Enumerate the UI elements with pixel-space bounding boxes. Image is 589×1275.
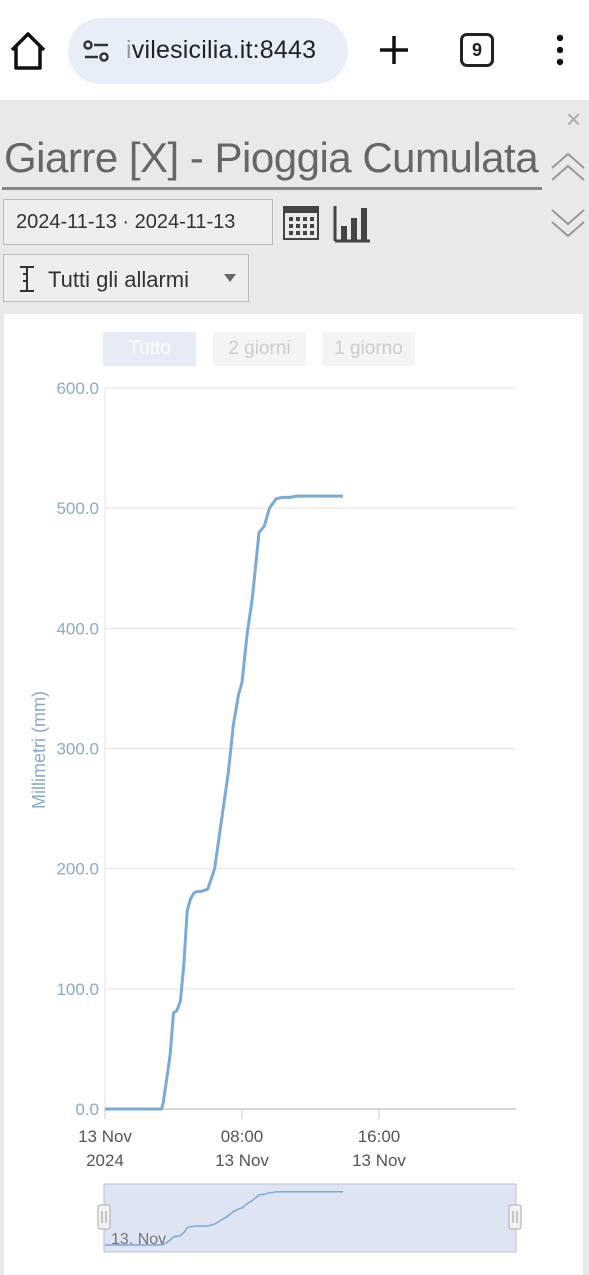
navigator-window[interactable]	[103, 1183, 517, 1253]
y-tick-label: 100.0	[56, 980, 99, 999]
tab-switcher-button[interactable]: 9	[460, 33, 494, 67]
title-underline	[2, 187, 542, 190]
y-axis-ticks: 0.0 100.0 200.0 300.0 400.0 500.0 600.0	[56, 379, 99, 1119]
navigator-date-label: 13. Nov	[111, 1231, 166, 1248]
y-tick-label: 0.0	[75, 1100, 99, 1119]
chart-grid	[104, 387, 516, 1110]
zoom-button-all[interactable]: Tutto	[103, 332, 196, 366]
close-panel-button[interactable]: ×	[566, 104, 582, 134]
x-tick-label: 13 Nov	[352, 1151, 406, 1170]
chart-card	[4, 314, 583, 1275]
site-settings-icon[interactable]	[82, 36, 112, 66]
url-faded-char: i	[126, 36, 132, 64]
navigator-series-line	[105, 1190, 343, 1246]
browser-toolbar: ivilesicilia.it:8443 9	[0, 0, 589, 100]
url-domain: vilesicilia.it:8443	[131, 36, 317, 64]
chevron-down-icon[interactable]	[548, 204, 588, 240]
y-tick-label: 300.0	[56, 740, 99, 759]
dropdown-caret-icon	[224, 274, 236, 282]
rainfall-series-line	[105, 494, 343, 1111]
url-text: ivilesicilia.it:8443	[126, 36, 316, 65]
zoom-button-2-days[interactable]: 2 giorni	[213, 332, 306, 366]
x-tick-label: 13 Nov	[78, 1127, 132, 1146]
home-icon[interactable]	[8, 28, 48, 72]
navigator-left-handle[interactable]	[97, 1204, 111, 1230]
y-tick-label: 500.0	[56, 499, 99, 518]
zoom-button-1-day[interactable]: 1 giorno	[322, 332, 415, 366]
x-tick-label: 2024	[86, 1151, 124, 1170]
range-marker-icon	[20, 266, 34, 292]
navigator-right-handle[interactable]	[508, 1204, 522, 1230]
x-tick-label: 08:00	[221, 1127, 264, 1146]
y-tick-label: 600.0	[56, 379, 99, 398]
x-tick-label: 13 Nov	[215, 1151, 269, 1170]
y-tick-label: 200.0	[56, 860, 99, 879]
new-tab-icon[interactable]	[374, 30, 414, 70]
alarm-filter-select[interactable]: Tutti gli allarmi	[3, 254, 249, 302]
y-axis-label: Millimetri (mm)	[29, 691, 49, 809]
bar-chart-icon[interactable]	[332, 204, 372, 244]
more-menu-icon[interactable]	[552, 30, 568, 70]
x-tick-label: 16:00	[358, 1127, 401, 1146]
address-bar[interactable]: ivilesicilia.it:8443	[68, 18, 348, 84]
date-range-input[interactable]: 2024-11-13 · 2024-11-13	[3, 199, 273, 245]
page-title: Giarre [X] - Pioggia Cumulata	[4, 134, 539, 181]
x-axis-ticks: 13 Nov 2024 08:00 13 Nov 16:00 13 Nov	[78, 1109, 406, 1170]
chevron-up-icon[interactable]	[548, 150, 588, 186]
calendar-icon[interactable]	[282, 204, 320, 242]
y-tick-label: 400.0	[56, 619, 99, 638]
alarm-filter-label: Tutti gli allarmi	[48, 267, 189, 292]
